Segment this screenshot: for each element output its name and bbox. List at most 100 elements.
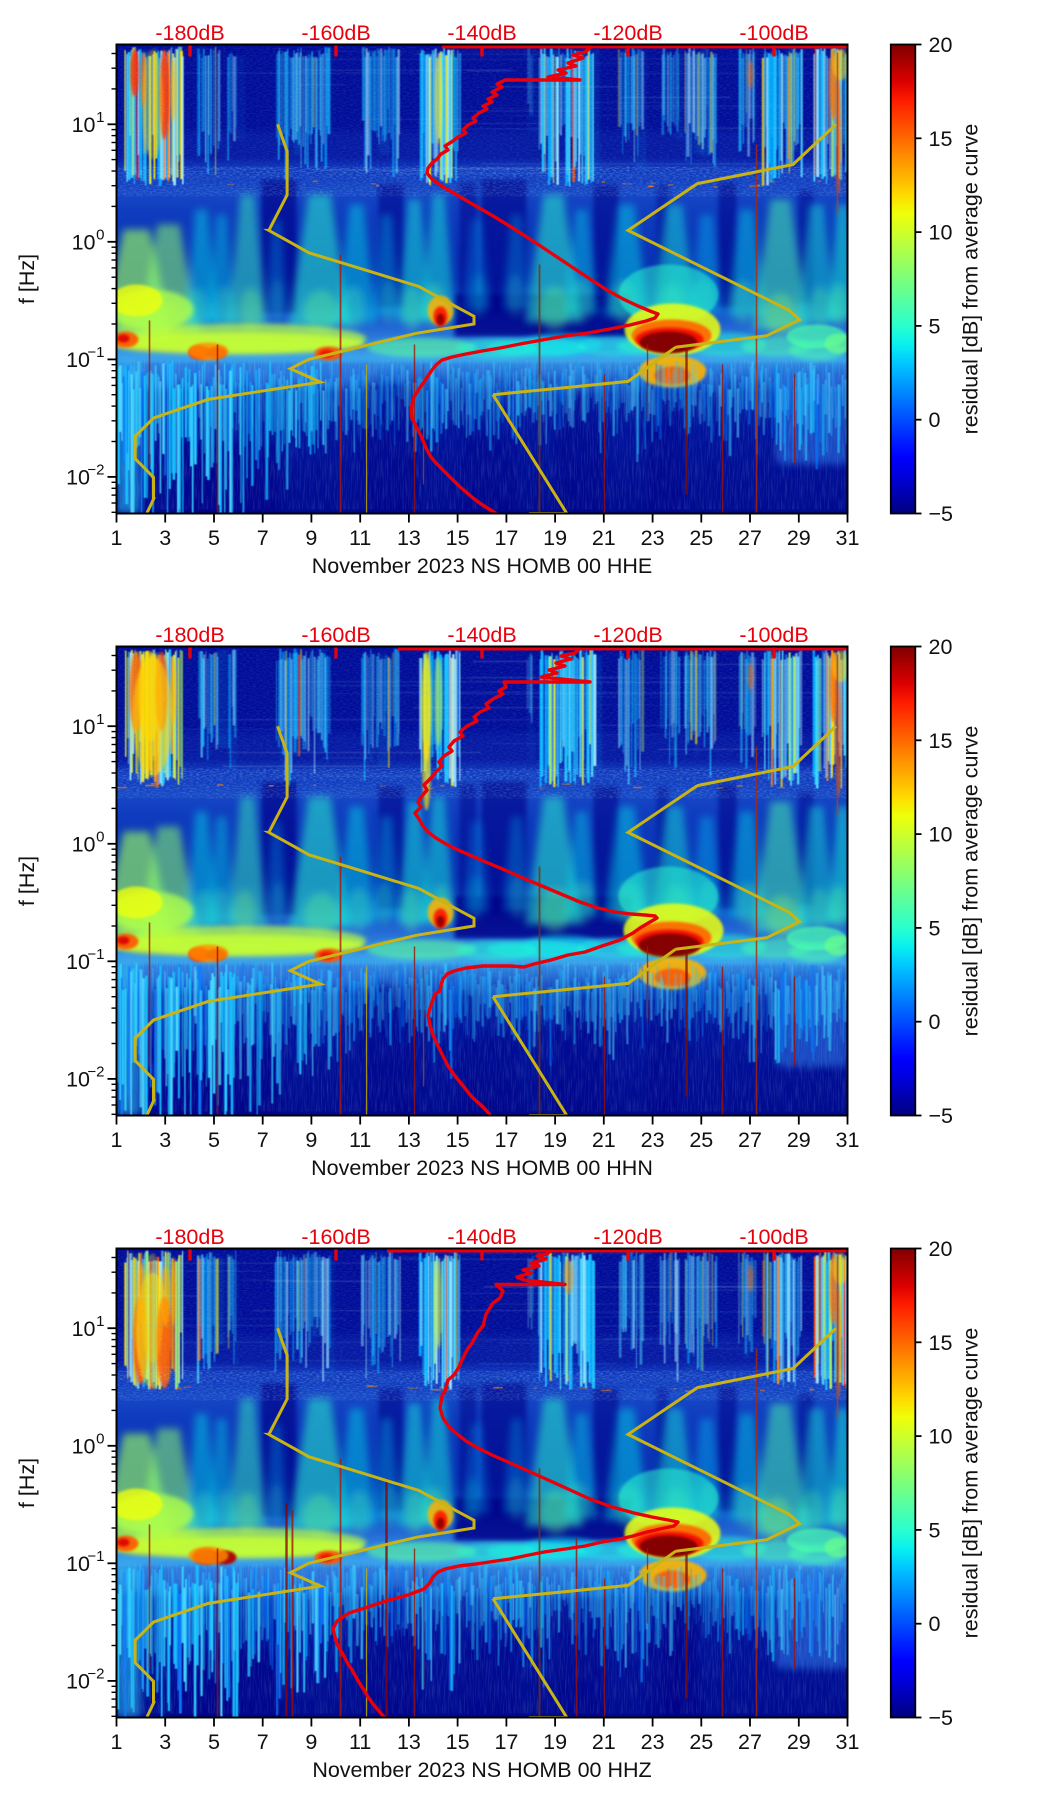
svg-text:23: 23 — [641, 1730, 665, 1754]
svg-text:-140dB: -140dB — [447, 1225, 516, 1249]
svg-text:10: 10 — [929, 221, 953, 245]
svg-text:10: 10 — [929, 823, 953, 847]
svg-text:-160dB: -160dB — [301, 21, 370, 45]
svg-text:residual [dB] from average cur: residual [dB] from average curve — [959, 1328, 983, 1639]
svg-text:3: 3 — [159, 526, 171, 550]
svg-text:1: 1 — [96, 1313, 104, 1330]
svg-text:10: 10 — [72, 715, 96, 739]
svg-text:13: 13 — [397, 1730, 421, 1754]
svg-text:−5: −5 — [929, 1104, 954, 1128]
svg-text:November 2023 NS HOMB 00 HHZ: November 2023 NS HOMB 00 HHZ — [312, 1758, 651, 1782]
svg-text:10: 10 — [66, 1552, 90, 1576]
svg-text:0: 0 — [929, 1010, 941, 1034]
svg-text:-140dB: -140dB — [447, 21, 516, 45]
svg-text:31: 31 — [836, 1128, 860, 1152]
svg-text:11: 11 — [349, 1730, 371, 1754]
svg-text:0: 0 — [96, 828, 104, 845]
svg-text:29: 29 — [787, 526, 811, 550]
svg-text:3: 3 — [159, 1128, 171, 1152]
svg-text:−5: −5 — [929, 1706, 954, 1730]
svg-text:-100dB: -100dB — [739, 1225, 808, 1249]
svg-text:13: 13 — [397, 526, 421, 550]
svg-text:residual [dB] from average cur: residual [dB] from average curve — [959, 124, 983, 435]
svg-text:10: 10 — [72, 1434, 96, 1458]
svg-text:5: 5 — [929, 1518, 941, 1542]
svg-text:0: 0 — [96, 1430, 104, 1447]
svg-text:9: 9 — [305, 526, 317, 550]
svg-text:0: 0 — [929, 1612, 941, 1636]
svg-text:-120dB: -120dB — [593, 623, 662, 647]
svg-text:15: 15 — [929, 127, 953, 151]
svg-text:10: 10 — [72, 832, 96, 856]
svg-text:7: 7 — [257, 526, 269, 550]
svg-text:-120dB: -120dB — [593, 21, 662, 45]
svg-text:November 2023 NS HOMB 00 HHE: November 2023 NS HOMB 00 HHE — [312, 554, 653, 578]
svg-text:−2: −2 — [87, 1063, 104, 1080]
svg-text:November 2023 NS HOMB 00 HHN: November 2023 NS HOMB 00 HHN — [311, 1156, 653, 1180]
svg-text:29: 29 — [787, 1128, 811, 1152]
svg-text:10: 10 — [66, 348, 90, 372]
svg-text:f [Hz]: f [Hz] — [15, 254, 39, 304]
svg-text:-180dB: -180dB — [155, 1225, 224, 1249]
svg-text:10: 10 — [72, 1317, 96, 1341]
svg-text:19: 19 — [543, 1730, 567, 1754]
svg-text:-140dB: -140dB — [447, 623, 516, 647]
svg-text:1: 1 — [111, 1730, 123, 1754]
svg-text:10: 10 — [72, 113, 96, 137]
svg-text:−2: −2 — [87, 461, 104, 478]
svg-text:-180dB: -180dB — [155, 21, 224, 45]
svg-text:3: 3 — [159, 1730, 171, 1754]
svg-text:-180dB: -180dB — [155, 623, 224, 647]
svg-text:-120dB: -120dB — [593, 1225, 662, 1249]
svg-text:23: 23 — [641, 1128, 665, 1152]
svg-text:-100dB: -100dB — [739, 21, 808, 45]
svg-text:1: 1 — [96, 109, 104, 126]
svg-text:21: 21 — [592, 526, 616, 550]
svg-text:17: 17 — [494, 1128, 518, 1152]
svg-text:10: 10 — [66, 950, 90, 974]
svg-text:15: 15 — [446, 1730, 470, 1754]
svg-text:21: 21 — [592, 1730, 616, 1754]
svg-text:-100dB: -100dB — [739, 623, 808, 647]
svg-text:−1: −1 — [87, 946, 104, 963]
svg-text:15: 15 — [446, 1128, 470, 1152]
svg-text:10: 10 — [72, 230, 96, 254]
svg-text:7: 7 — [257, 1128, 269, 1152]
svg-text:31: 31 — [836, 1730, 860, 1754]
svg-text:-160dB: -160dB — [301, 1225, 370, 1249]
svg-text:11: 11 — [349, 526, 371, 550]
svg-text:5: 5 — [208, 1730, 220, 1754]
svg-text:20: 20 — [929, 635, 953, 659]
svg-text:f [Hz]: f [Hz] — [15, 1458, 39, 1508]
svg-text:1: 1 — [111, 526, 123, 550]
svg-text:15: 15 — [446, 526, 470, 550]
svg-text:27: 27 — [738, 526, 762, 550]
svg-text:20: 20 — [929, 33, 953, 57]
svg-text:−1: −1 — [87, 1548, 104, 1565]
svg-text:23: 23 — [641, 526, 665, 550]
svg-text:9: 9 — [305, 1730, 317, 1754]
svg-text:15: 15 — [929, 729, 953, 753]
svg-text:f [Hz]: f [Hz] — [15, 856, 39, 906]
svg-text:29: 29 — [787, 1730, 811, 1754]
svg-text:7: 7 — [257, 1730, 269, 1754]
svg-text:27: 27 — [738, 1730, 762, 1754]
svg-text:−1: −1 — [87, 344, 104, 361]
svg-text:19: 19 — [543, 526, 567, 550]
svg-text:1: 1 — [96, 711, 104, 728]
svg-text:5: 5 — [208, 1128, 220, 1152]
svg-text:10: 10 — [66, 1067, 90, 1091]
svg-text:11: 11 — [349, 1128, 371, 1152]
svg-text:13: 13 — [397, 1128, 421, 1152]
svg-text:-160dB: -160dB — [301, 623, 370, 647]
svg-text:10: 10 — [66, 1669, 90, 1693]
svg-text:5: 5 — [929, 916, 941, 940]
svg-text:27: 27 — [738, 1128, 762, 1152]
svg-text:25: 25 — [689, 1128, 713, 1152]
svg-text:0: 0 — [929, 408, 941, 432]
svg-text:5: 5 — [208, 526, 220, 550]
svg-text:0: 0 — [96, 226, 104, 243]
svg-text:31: 31 — [836, 526, 860, 550]
svg-text:15: 15 — [929, 1331, 953, 1355]
svg-text:25: 25 — [689, 526, 713, 550]
